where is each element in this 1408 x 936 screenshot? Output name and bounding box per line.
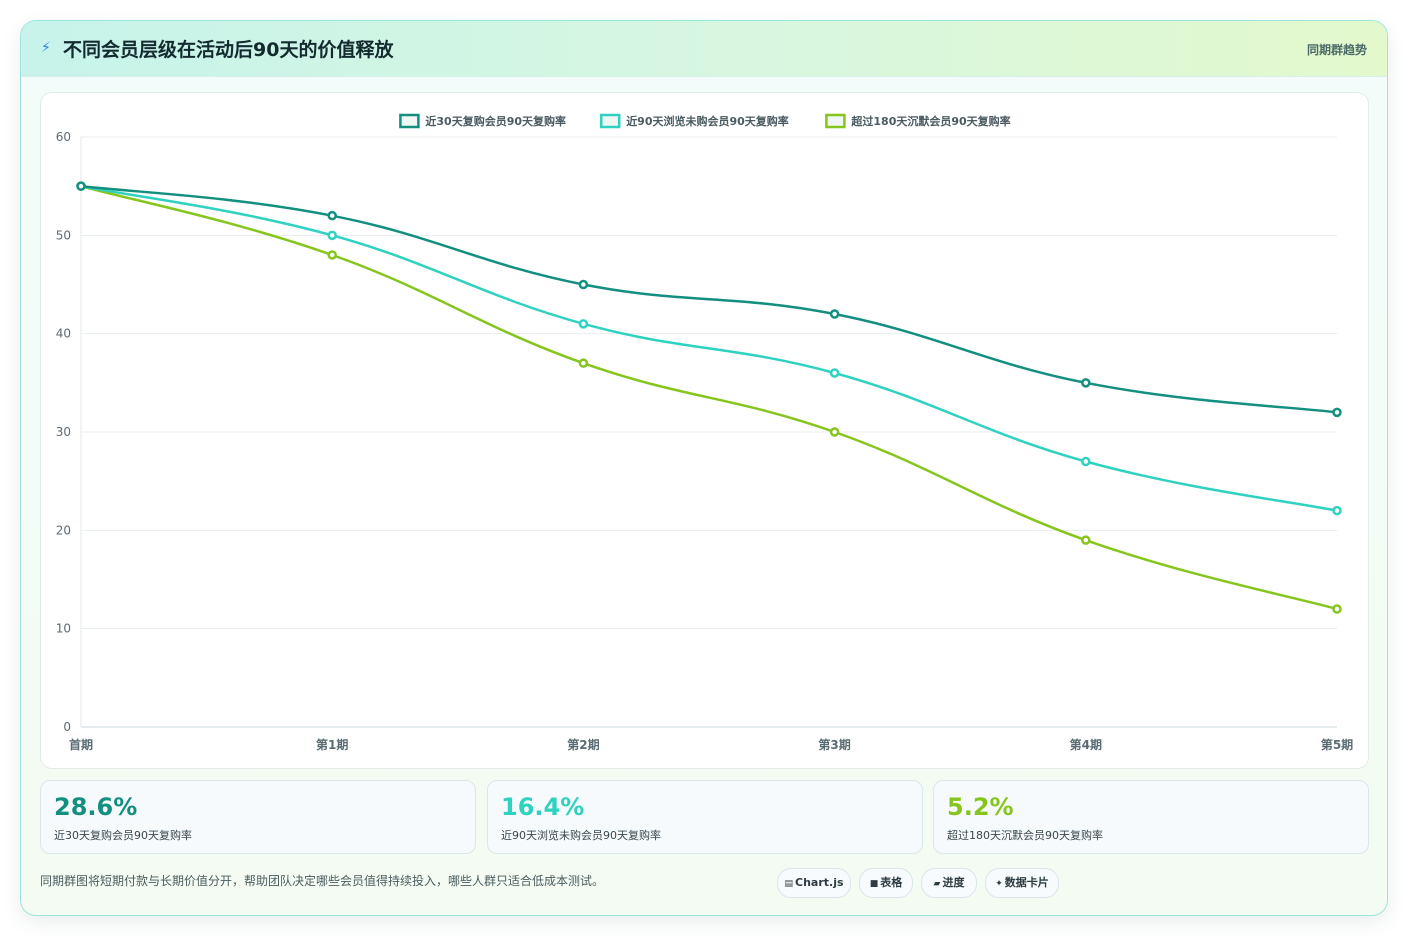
kpi-label: 近30天复购会员90天复购率 [54, 829, 192, 842]
data-point[interactable] [1332, 407, 1342, 418]
legend-swatch [399, 113, 420, 129]
kpi-card-browse-90: 16.4% 近90天浏览未购会员90天复购率 [487, 780, 923, 854]
kpi-value: 5.2% [947, 793, 1014, 821]
x-tick-label: 首期 [69, 737, 93, 752]
bolt-icon: ⚡︎ [41, 40, 51, 56]
x-tick-label: 第1期 [316, 737, 348, 752]
legend-swatch [599, 113, 621, 129]
y-tick-label: 10 [56, 622, 71, 636]
legend-label[interactable]: 近30天复购会员90天复购率 [425, 114, 566, 128]
pill-label: 数据卡片 [1004, 876, 1049, 889]
y-tick-label: 40 [56, 327, 71, 341]
data-point[interactable] [829, 309, 840, 319]
legend-swatch [825, 113, 846, 129]
data-point[interactable] [1081, 535, 1091, 545]
kpi-value: 16.4% [501, 793, 585, 821]
header-tag: 同期群趋势 [1306, 43, 1367, 57]
chart-legend: 近30天复购会员90天复购率 近90天浏览未购会员90天复购率 超过180天沉默会员… [399, 113, 1011, 129]
series-line [80, 184, 1338, 611]
kpi-label: 超过180天沉默会员90天复购率 [947, 829, 1103, 842]
pill-data-card[interactable]: ✦ 数据卡片 [985, 868, 1059, 898]
data-point[interactable] [327, 210, 337, 221]
pill-label: 进度 [942, 876, 965, 889]
y-tick-label: 60 [56, 130, 71, 144]
pill-label: 表格 [880, 876, 903, 889]
x-tick-label: 第4期 [1070, 737, 1102, 752]
progress-icon: ▰ [933, 879, 941, 889]
chart-panel: 0 10 20 30 40 50 60 首期 第1期 第2期 第3期 第4期 第5期 近30天复购会员90… [40, 92, 1369, 769]
chart-icon: ▤ [784, 879, 793, 889]
footer-description: 同期群图将短期付款与长期价值分开，帮助团队决定哪些会员值得持续投入，哪些人群只适… [40, 874, 605, 888]
data-point[interactable] [578, 358, 589, 368]
card-title: 不同会员层级在活动后90天的价值释放 [63, 39, 394, 61]
data-point[interactable] [829, 368, 840, 378]
legend-label[interactable]: 超过180天沉默会员90天复购率 [850, 114, 1010, 128]
data-point[interactable] [1332, 604, 1342, 614]
sparkle-icon: ✦ [995, 879, 1003, 889]
data-point[interactable] [1332, 505, 1342, 516]
kpi-card-recent-30: 28.6% 近30天复购会员90天复购率 [40, 780, 476, 854]
table-icon: ■ [869, 879, 879, 889]
pill-progress[interactable]: ▰ 进度 [921, 868, 977, 898]
y-tick-label: 20 [56, 523, 71, 537]
x-tick-label: 第3期 [818, 737, 850, 752]
x-tick-label: 第5期 [1321, 737, 1353, 752]
y-tick-label: 30 [56, 425, 71, 439]
data-point[interactable] [1081, 378, 1091, 388]
kpi-label: 近90天浏览未购会员90天复购率 [501, 829, 661, 842]
x-tick-label: 第2期 [567, 737, 599, 752]
data-point[interactable] [578, 279, 589, 290]
data-point[interactable] [76, 181, 86, 191]
line-chart: 0 10 20 30 40 50 60 首期 第1期 第2期 第3期 第4期 第5期 近30天复购会员90… [56, 113, 1353, 752]
data-point[interactable] [327, 250, 337, 260]
legend-label[interactable]: 近90天浏览未购会员90天复购率 [626, 114, 789, 128]
data-point[interactable] [829, 427, 840, 437]
y-tick-label: 0 [63, 720, 71, 734]
data-point[interactable] [1081, 456, 1091, 467]
kpi-value: 28.6% [54, 793, 138, 821]
data-point[interactable] [327, 230, 337, 241]
data-point[interactable] [578, 319, 589, 329]
cohort-card: ⚡︎ 不同会员层级在活动后90天的价值释放 同期群趋势 0 10 20 30 40 50 6… [20, 20, 1388, 916]
series-line [80, 184, 1338, 414]
card-header: ⚡︎ 不同会员层级在活动后90天的价值释放 同期群趋势 [21, 21, 1387, 77]
series-line [80, 184, 1338, 512]
kpi-card-silent-180: 5.2% 超过180天沉默会员90天复购率 [933, 780, 1369, 854]
pill-chartjs[interactable]: ▤ Chart.js [777, 868, 851, 898]
y-tick-label: 50 [56, 228, 71, 242]
pill-table[interactable]: ■ 表格 [859, 868, 913, 898]
pill-label: Chart.js [795, 876, 844, 889]
